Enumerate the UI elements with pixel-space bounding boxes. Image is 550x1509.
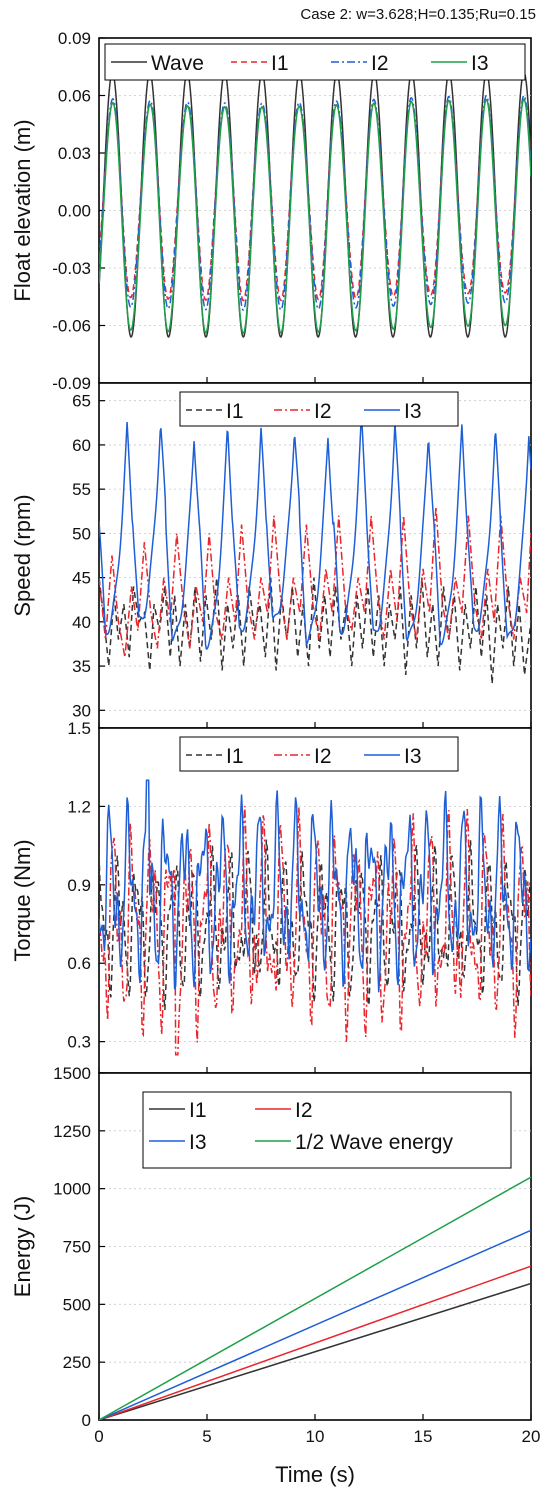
y-tick-label: 40 (72, 613, 91, 632)
series-line-i1 (99, 98, 531, 302)
y-axis-title: Torque (Nm) (10, 839, 35, 961)
legend-label: I1 (226, 745, 244, 768)
legend-label: I3 (189, 1131, 207, 1154)
y-axis-title: Energy (J) (10, 1196, 35, 1297)
legend-label: I2 (371, 52, 389, 75)
y-tick-label: 1500 (53, 1064, 91, 1083)
y-tick-label: 1.2 (67, 797, 91, 816)
legend-label: I1 (271, 52, 289, 75)
case-annotation: Case 2: w=3.628;H=0.135;Ru=0.15 (300, 6, 536, 23)
y-tick-label: 1000 (53, 1180, 91, 1199)
legend-box (142, 1091, 512, 1169)
y-tick-label: 35 (72, 657, 91, 676)
legend-label: 1/2 Wave energy (295, 1131, 453, 1154)
y-tick-label: 500 (63, 1295, 91, 1314)
series-group (99, 1176, 531, 1420)
y-tick-label: 0 (82, 1411, 91, 1430)
series-group (99, 71, 531, 339)
legend-box (179, 391, 459, 427)
legend-label: I3 (471, 52, 489, 75)
series-line-i2 (99, 506, 531, 658)
legend-label: I3 (404, 745, 422, 768)
legend: Wave I1 I2 I3 (104, 43, 526, 81)
legend-label: I2 (295, 1099, 313, 1122)
series-line-i3 (99, 779, 531, 993)
series-line-i3 (99, 1229, 531, 1420)
legend-box (179, 736, 459, 772)
panel-1: 0.09 0.06 0.03 0.00 -0.03 -0.06 -0.09 Float ele… (10, 29, 532, 393)
y-tick-label: 1.5 (67, 719, 91, 738)
x-tick-label: 20 (522, 1427, 541, 1446)
y-tick-label: 0.9 (67, 876, 91, 895)
legend-label: I2 (314, 745, 332, 768)
y-tick-label: 0.6 (67, 954, 91, 973)
y-tick-label: -0.06 (52, 317, 91, 336)
y-tick-label: 65 (72, 392, 91, 411)
y-axis-title: Float elevation (m) (10, 119, 35, 301)
series-line-1-2-wave-energy (99, 1176, 531, 1420)
series-line-i2 (99, 1265, 531, 1420)
legend-label: I1 (189, 1099, 207, 1122)
series-line-i3 (99, 417, 531, 650)
y-tick-label: 750 (63, 1238, 91, 1257)
y-tick-label: 1250 (53, 1122, 91, 1141)
y-tick-label: 55 (72, 480, 91, 499)
panel-2: 65 60 55 50 45 40 35 30 Speed (rpm) I1 I2 I3 (10, 382, 532, 729)
y-tick-label: 30 (72, 701, 91, 720)
series-line-i2 (99, 805, 531, 1056)
legend-label: I2 (314, 400, 332, 423)
x-tick-label: 5 (202, 1427, 211, 1446)
y-tick-label: -0.03 (52, 259, 91, 278)
chart-panels: 0.09 0.06 0.03 0.00 -0.03 -0.06 -0.09 Float ele… (10, 29, 540, 1446)
series-line-i2 (99, 94, 531, 312)
y-tick-label: 0.06 (58, 87, 91, 106)
y-tick-label: 45 (72, 569, 91, 588)
y-tick-label: 50 (72, 524, 91, 543)
legend: I1 I2 I3 1/2 Wave energy (142, 1091, 512, 1169)
legend: I1 I2 I3 (179, 391, 459, 427)
y-tick-label: 0.09 (58, 29, 91, 48)
x-tick-label: 10 (306, 1427, 325, 1446)
panel-3: 1.5 1.2 0.9 0.6 0.3 Torque (Nm) I1 I2 I3 (10, 719, 532, 1074)
y-tick-label: 0.3 (67, 1033, 91, 1052)
series-group (99, 417, 531, 684)
legend: I1 I2 I3 (179, 736, 459, 772)
y-tick-label: 250 (63, 1353, 91, 1372)
plot-frame (98, 382, 532, 729)
series-line-i1 (99, 577, 531, 684)
panel-4: 1500 1250 1000 750 500 250 00 5 10 15 20 Energy (J)… (10, 1064, 540, 1446)
y-tick-label: 60 (72, 436, 91, 455)
series-group (99, 779, 531, 1056)
series-line-i3 (99, 98, 531, 335)
x-tick-label: 0 (94, 1427, 103, 1446)
series-line-i1 (99, 839, 531, 1011)
y-tick-label: 0.00 (58, 202, 91, 221)
x-axis-title: Time (s) (275, 1462, 355, 1487)
legend-label: I1 (226, 400, 244, 423)
legend-label: I3 (404, 400, 422, 423)
y-axis-title: Speed (rpm) (10, 494, 35, 616)
series-line-i1 (99, 1282, 531, 1420)
y-tick-label: -0.09 (52, 374, 91, 393)
y-tick-label: 0.03 (58, 144, 91, 163)
x-tick-label: 15 (414, 1427, 433, 1446)
legend-label: Wave (151, 52, 204, 75)
